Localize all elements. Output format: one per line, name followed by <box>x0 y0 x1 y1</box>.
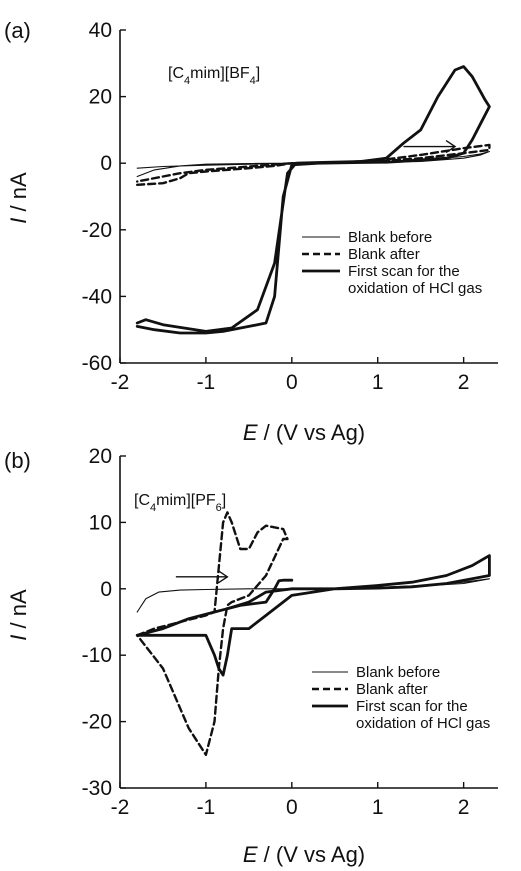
series-first-scan-b <box>135 554 491 677</box>
scan-direction-arrow-b <box>175 570 229 584</box>
x-axis-label-a: E / (V vs Ag) <box>243 420 365 445</box>
x-tick-label-a: 0 <box>286 371 298 394</box>
y-tick-label-a: 40 <box>89 19 112 42</box>
arrow-head-b <box>217 570 229 584</box>
compound-label-b: [C4mim][PF6] <box>134 492 226 514</box>
panel-label-b: (b) <box>4 448 31 473</box>
legend-label-first-scan: oxidation of HCl gas <box>348 280 482 297</box>
legend-label-blank-before: Blank before <box>356 664 440 681</box>
x-tick-label-a: -1 <box>197 371 216 394</box>
y-tick-label-b: -20 <box>82 711 112 734</box>
legend-label-first-scan: First scan for the <box>348 263 460 280</box>
legend-label-first-scan: oxidation of HCl gas <box>356 715 490 732</box>
y-axis-label-b: I / nA <box>6 589 31 641</box>
x-tick-label-a: 2 <box>458 371 470 394</box>
x-tick-label-b: 0 <box>286 796 298 819</box>
series-blank-after-b <box>136 511 289 756</box>
series-first-scan-tail-b <box>226 578 294 611</box>
y-axis-label-a: I / nA <box>6 172 31 224</box>
series-blank-before-a <box>136 150 490 178</box>
y-tick-label-b: 10 <box>89 511 112 534</box>
series-blank-after-a <box>136 143 491 186</box>
legend-label-blank-after: Blank after <box>356 681 428 698</box>
y-tick-label-a: -20 <box>82 219 112 242</box>
x-tick-label-b: 2 <box>458 796 470 819</box>
axes-a: -60 -40 -20 0 20 40 -2 -1 0 1 2 <box>82 19 498 394</box>
y-tick-label-a: 20 <box>89 86 112 109</box>
plot-lines-a <box>135 65 491 335</box>
plot-lines-b <box>135 511 491 756</box>
panel-label-a: (a) <box>4 18 31 43</box>
compound-label-a: [C4mim][BF4] <box>168 65 260 87</box>
arrow-head-a <box>445 139 457 154</box>
y-tick-label-b: 0 <box>100 578 112 601</box>
series-first-scan-a <box>135 65 491 335</box>
legend-label-first-scan: First scan for the <box>356 698 468 715</box>
legend-label-blank-before: Blank before <box>348 229 432 246</box>
y-tick-label-a: 0 <box>100 152 112 175</box>
x-tick-label-a: 1 <box>372 371 384 394</box>
y-tick-label-b: -10 <box>82 644 112 667</box>
scan-direction-arrow-a <box>403 139 457 154</box>
x-tick-label-b: -2 <box>111 796 130 819</box>
x-tick-label-b: 1 <box>372 796 384 819</box>
x-axis-label-b: E / (V vs Ag) <box>243 842 365 867</box>
y-tick-label-b: 20 <box>89 445 112 468</box>
y-tick-label-b: -30 <box>82 777 112 800</box>
panel-a: (a) [C4mim][BF4] -60 -40 -20 0 20 40 -2 -1 0 1 2 B… <box>4 18 498 445</box>
y-tick-label-a: -60 <box>82 352 112 375</box>
y-tick-label-a: -40 <box>82 285 112 308</box>
x-tick-label-a: -2 <box>111 371 130 394</box>
x-tick-label-b: -1 <box>197 796 216 819</box>
legend-label-blank-after: Blank after <box>348 246 420 263</box>
